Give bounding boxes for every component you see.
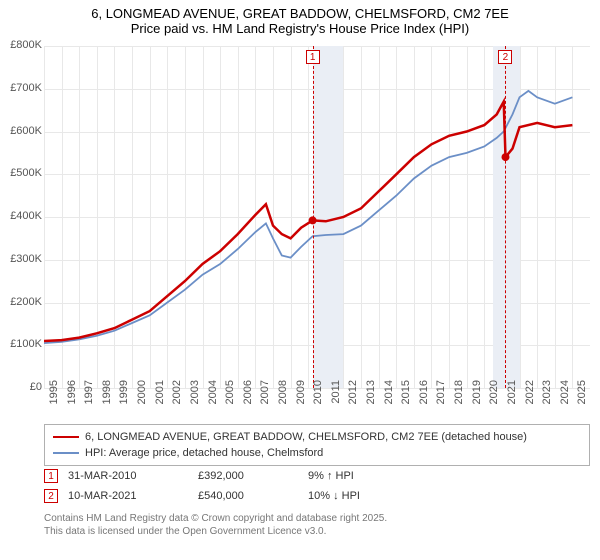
footer-line2: This data is licensed under the Open Gov…: [44, 525, 387, 538]
x-tick-label: 2003: [189, 380, 201, 410]
series-price_paid: [44, 102, 572, 341]
sale-pct: 10% ↓ HPI: [308, 490, 428, 502]
sale-marker-box: 1: [44, 469, 58, 483]
title-subtitle: Price paid vs. HM Land Registry's House …: [0, 21, 600, 36]
y-tick-label: £400K: [0, 210, 42, 222]
chart-container: 6, LONGMEAD AVENUE, GREAT BADDOW, CHELMS…: [0, 0, 600, 560]
x-tick-label: 2015: [400, 380, 412, 410]
legend-swatch: [53, 436, 79, 439]
chart-area: 12 £0£100K£200K£300K£400K£500K£600K£700K…: [44, 46, 590, 388]
x-tick-label: 2004: [207, 380, 219, 410]
y-tick-label: £300K: [0, 253, 42, 265]
x-tick-label: 2005: [224, 380, 236, 410]
chart-lines: [44, 46, 590, 388]
y-tick-label: £0: [0, 381, 42, 393]
x-tick-label: 2011: [330, 380, 342, 410]
sale-date: 31-MAR-2010: [68, 470, 188, 482]
x-tick-label: 1995: [48, 380, 60, 410]
sale-pct: 9% ↑ HPI: [308, 470, 428, 482]
x-tick-label: 1996: [66, 380, 78, 410]
x-tick-label: 2021: [506, 380, 518, 410]
y-tick-label: £800K: [0, 39, 42, 51]
series-hpi: [44, 91, 572, 343]
footer: Contains HM Land Registry data © Crown c…: [44, 512, 387, 538]
y-tick-label: £200K: [0, 296, 42, 308]
legend-label: HPI: Average price, detached house, Chel…: [85, 447, 323, 459]
sale-date: 10-MAR-2021: [68, 490, 188, 502]
x-tick-label: 2002: [171, 380, 183, 410]
x-tick-label: 1999: [118, 380, 130, 410]
legend: 6, LONGMEAD AVENUE, GREAT BADDOW, CHELMS…: [44, 424, 590, 466]
title-block: 6, LONGMEAD AVENUE, GREAT BADDOW, CHELMS…: [0, 0, 600, 38]
x-tick-label: 2013: [365, 380, 377, 410]
x-tick-label: 2023: [541, 380, 553, 410]
marker-box: 2: [498, 50, 512, 64]
marker-box: 1: [306, 50, 320, 64]
legend-row: HPI: Average price, detached house, Chel…: [53, 445, 581, 461]
y-tick-label: £700K: [0, 82, 42, 94]
x-tick-label: 2008: [277, 380, 289, 410]
sale-row: 2 10-MAR-2021 £540,000 10% ↓ HPI: [44, 486, 590, 506]
x-tick-label: 2022: [524, 380, 536, 410]
footer-line1: Contains HM Land Registry data © Crown c…: [44, 512, 387, 525]
x-tick-label: 2012: [347, 380, 359, 410]
x-tick-label: 2020: [488, 380, 500, 410]
sale-price: £392,000: [198, 470, 298, 482]
x-tick-label: 2014: [383, 380, 395, 410]
title-address: 6, LONGMEAD AVENUE, GREAT BADDOW, CHELMS…: [0, 6, 600, 21]
x-tick-label: 2019: [471, 380, 483, 410]
x-tick-label: 1998: [101, 380, 113, 410]
sale-price: £540,000: [198, 490, 298, 502]
x-tick-label: 1997: [83, 380, 95, 410]
x-tick-label: 2016: [418, 380, 430, 410]
y-tick-label: £600K: [0, 125, 42, 137]
x-tick-label: 2009: [295, 380, 307, 410]
x-tick-label: 2006: [242, 380, 254, 410]
y-tick-label: £100K: [0, 338, 42, 350]
x-tick-label: 2017: [435, 380, 447, 410]
sale-marker-box: 2: [44, 489, 58, 503]
x-tick-label: 2025: [576, 380, 588, 410]
x-tick-label: 2010: [312, 380, 324, 410]
x-tick-label: 2000: [136, 380, 148, 410]
sale-row: 1 31-MAR-2010 £392,000 9% ↑ HPI: [44, 466, 590, 486]
x-tick-label: 2007: [259, 380, 271, 410]
legend-swatch: [53, 452, 79, 454]
legend-row: 6, LONGMEAD AVENUE, GREAT BADDOW, CHELMS…: [53, 429, 581, 445]
y-tick-label: £500K: [0, 167, 42, 179]
legend-label: 6, LONGMEAD AVENUE, GREAT BADDOW, CHELMS…: [85, 431, 527, 443]
sale-rows: 1 31-MAR-2010 £392,000 9% ↑ HPI 2 10-MAR…: [44, 466, 590, 506]
x-tick-label: 2018: [453, 380, 465, 410]
x-tick-label: 2024: [559, 380, 571, 410]
x-tick-label: 2001: [154, 380, 166, 410]
